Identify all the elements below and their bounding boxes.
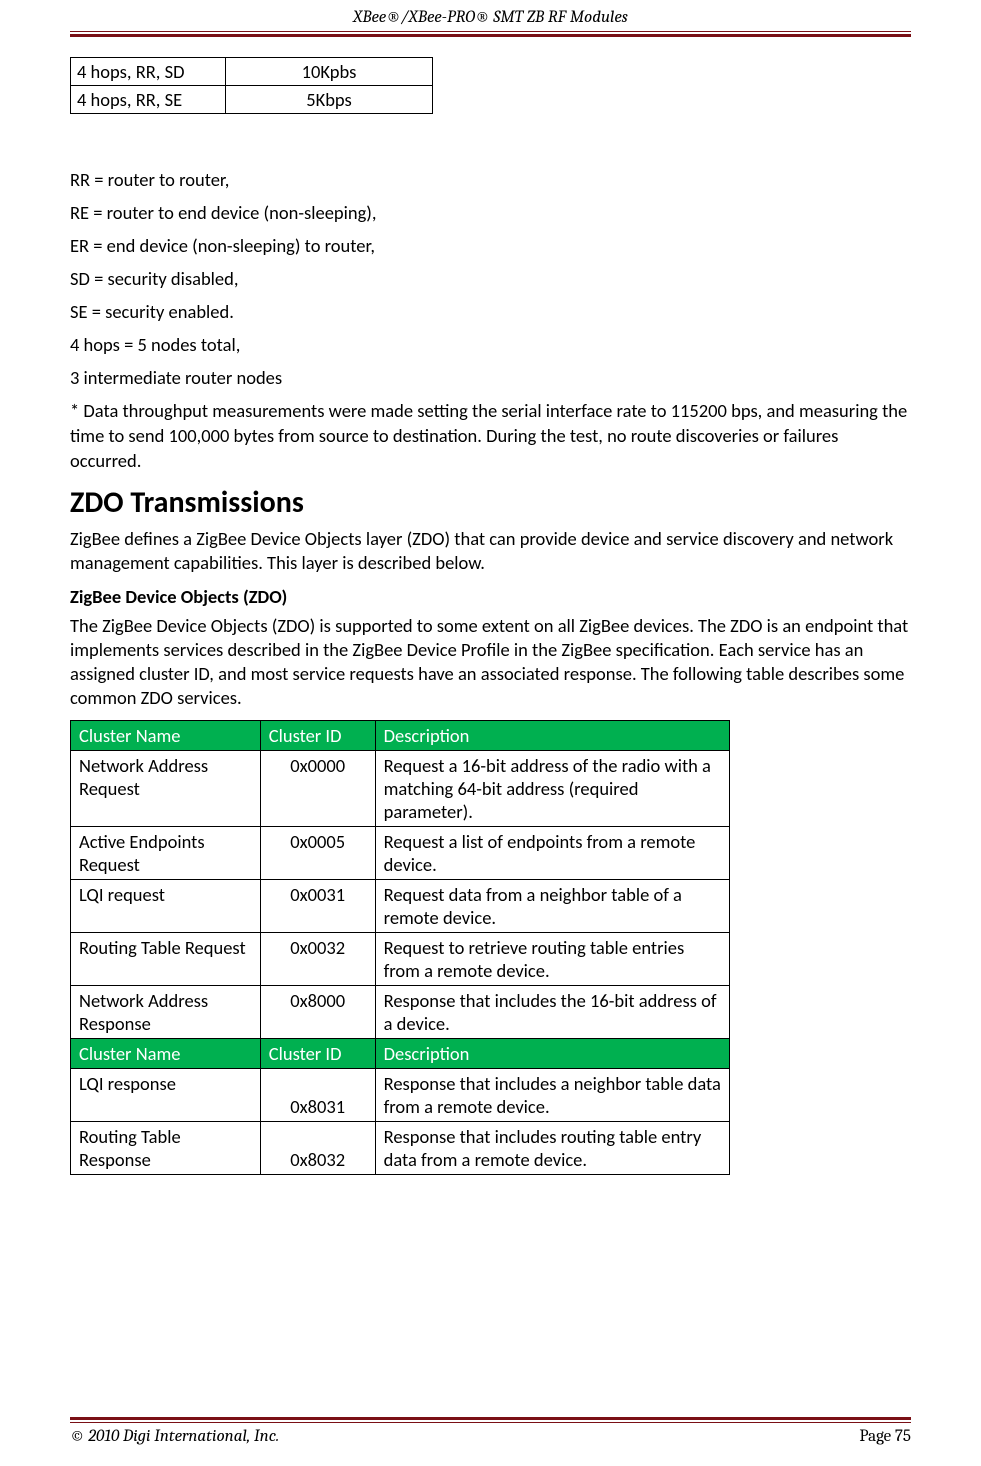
table-row: 4 hops, RR, SE 5Kbps bbox=[71, 86, 433, 114]
cell: 4 hops, RR, SD bbox=[71, 58, 226, 86]
definition-line: RR = router to router, bbox=[70, 168, 911, 193]
cell: 10Kpbs bbox=[226, 58, 433, 86]
cell-id: 0x8032 bbox=[260, 1121, 375, 1174]
table-row: LQI response 0x8031 Response that includ… bbox=[71, 1068, 730, 1121]
col-header: Cluster Name bbox=[71, 720, 261, 750]
table-row: LQI request 0x0031 Request data from a n… bbox=[71, 879, 730, 932]
zdo-services-table: Cluster Name Cluster ID Description Netw… bbox=[70, 720, 730, 1175]
sub-body: The ZigBee Device Objects (ZDO) is suppo… bbox=[70, 614, 911, 710]
definition-line: SD = security disabled, bbox=[70, 267, 911, 292]
cell-name: Routing Table Request bbox=[71, 932, 261, 985]
cell-id: 0x0005 bbox=[260, 826, 375, 879]
col-header: Cluster Name bbox=[71, 1038, 261, 1068]
cell-name: LQI response bbox=[71, 1068, 261, 1121]
table-row: 4 hops, RR, SD 10Kpbs bbox=[71, 58, 433, 86]
cell-name: Network Address Response bbox=[71, 985, 261, 1038]
definition-line: RE = router to end device (non-sleeping)… bbox=[70, 201, 911, 226]
header-title: XBee®/XBee-PRO® SMT ZB RF Modules bbox=[353, 8, 628, 27]
section-intro: ZigBee defines a ZigBee Device Objects l… bbox=[70, 527, 911, 575]
table-header-row: Cluster Name Cluster ID Description bbox=[71, 1038, 730, 1068]
footer-page-number: Page 75 bbox=[859, 1427, 911, 1446]
cell-id: 0x8031 bbox=[260, 1068, 375, 1121]
table-row: Routing Table Request 0x0032 Request to … bbox=[71, 932, 730, 985]
section-heading: ZDO Transmissions bbox=[70, 484, 911, 521]
page-header: XBee®/XBee-PRO® SMT ZB RF Modules bbox=[70, 0, 911, 31]
throughput-table: 4 hops, RR, SD 10Kpbs 4 hops, RR, SE 5Kb… bbox=[70, 57, 433, 114]
col-header: Cluster ID bbox=[260, 1038, 375, 1068]
table-header-row: Cluster Name Cluster ID Description bbox=[71, 720, 730, 750]
spacer bbox=[70, 144, 911, 162]
definition-line: ER = end device (non-sleeping) to router… bbox=[70, 234, 911, 259]
cell-desc: Request data from a neighbor table of a … bbox=[375, 879, 729, 932]
cell-desc: Response that includes the 16-bit addres… bbox=[375, 985, 729, 1038]
cell-desc: Request a list of endpoints from a remot… bbox=[375, 826, 729, 879]
footnote-line: * Data throughput measurements were made… bbox=[70, 399, 911, 474]
cell-id: 0x0000 bbox=[260, 750, 375, 826]
cell-name: Active Endpoints Request bbox=[71, 826, 261, 879]
col-header: Description bbox=[375, 1038, 729, 1068]
cell-desc: Response that includes routing table ent… bbox=[375, 1121, 729, 1174]
table-row: Active Endpoints Request 0x0005 Request … bbox=[71, 826, 730, 879]
definition-line: 4 hops = 5 nodes total, bbox=[70, 333, 911, 358]
definition-line: 3 intermediate router nodes bbox=[70, 366, 911, 391]
cell-id: 0x0032 bbox=[260, 932, 375, 985]
col-header: Description bbox=[375, 720, 729, 750]
cell: 5Kbps bbox=[226, 86, 433, 114]
cell: 4 hops, RR, SE bbox=[71, 86, 226, 114]
col-header: Cluster ID bbox=[260, 720, 375, 750]
cell-name: Routing Table Response bbox=[71, 1121, 261, 1174]
cell-name: LQI request bbox=[71, 879, 261, 932]
page-footer: © 2010 Digi International, Inc. Page 75 bbox=[70, 1417, 911, 1446]
table-row: Network Address Response 0x8000 Response… bbox=[71, 985, 730, 1038]
cell-id: 0x8000 bbox=[260, 985, 375, 1038]
cell-desc: Response that includes a neighbor table … bbox=[375, 1068, 729, 1121]
page: XBee®/XBee-PRO® SMT ZB RF Modules 4 hops… bbox=[0, 0, 981, 1466]
cell-desc: Request a 16-bit address of the radio wi… bbox=[375, 750, 729, 826]
cell-id: 0x0031 bbox=[260, 879, 375, 932]
cell-name: Network Address Request bbox=[71, 750, 261, 826]
footer-copyright: © 2010 Digi International, Inc. bbox=[70, 1427, 279, 1446]
table-row: Routing Table Response 0x8032 Response t… bbox=[71, 1121, 730, 1174]
header-rule bbox=[70, 31, 911, 37]
cell-desc: Request to retrieve routing table entrie… bbox=[375, 932, 729, 985]
footer-row: © 2010 Digi International, Inc. Page 75 bbox=[70, 1423, 911, 1446]
sub-heading: ZigBee Device Objects (ZDO) bbox=[70, 585, 911, 608]
table-row: Network Address Request 0x0000 Request a… bbox=[71, 750, 730, 826]
definition-line: SE = security enabled. bbox=[70, 300, 911, 325]
